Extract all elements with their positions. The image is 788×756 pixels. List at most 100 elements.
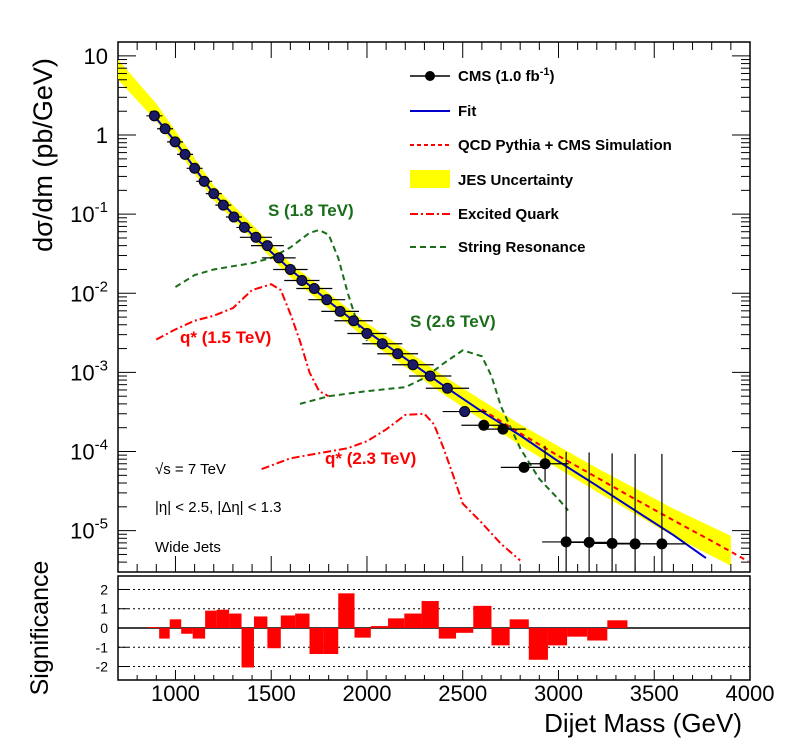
significance-bar: [267, 628, 281, 649]
data-point-marker: [179, 148, 191, 160]
string-resonance-2-6-curve: [299, 349, 569, 512]
legend-jes-swatch: [410, 170, 450, 188]
legend-cms-marker: [425, 71, 435, 81]
data-point-marker: [539, 458, 551, 470]
data-point: [186, 162, 203, 174]
legend-item-jes: JES Uncertainty: [410, 170, 574, 189]
data-point-marker: [148, 110, 160, 122]
significance-bar: [147, 627, 160, 628]
string-resonance-1-8-curve: [174, 228, 368, 342]
legend-excited-quark-label: Excited Quark: [458, 206, 560, 223]
significance-bar: [456, 628, 474, 633]
data-point: [480, 423, 526, 435]
significance-bar: [421, 601, 439, 628]
data-point-marker: [424, 370, 436, 382]
data-point: [296, 282, 333, 294]
main-y-tick-base: 10: [70, 440, 94, 465]
main-y-tick-base: 1: [96, 123, 108, 148]
excited-quark-2-3-curve: [261, 412, 521, 562]
label-string-2-6: S (2.6 TeV): [410, 312, 496, 331]
significance-bar: [323, 628, 339, 654]
data-point: [284, 275, 320, 287]
data-point: [334, 315, 373, 327]
significance-bar: [169, 619, 182, 628]
data-point-marker: [321, 294, 333, 306]
data-point-marker: [159, 123, 171, 135]
label-string-1-8: S (1.8 TeV): [268, 201, 354, 220]
significance-bar: [607, 620, 628, 628]
annotation-sqrt-s: √s = 7 TeV: [155, 461, 226, 478]
data-point-marker: [198, 175, 210, 187]
significance-bar: [438, 628, 457, 639]
data-point-marker: [250, 231, 262, 243]
data-point: [308, 294, 346, 306]
annotation-wide-jets: Wide Jets: [155, 539, 221, 556]
data-point: [461, 419, 507, 431]
data-point: [196, 175, 213, 187]
legend-item-string: String Resonance: [410, 239, 586, 256]
significance-bar: [253, 616, 268, 628]
significance-bar: [241, 628, 254, 668]
significance-bar: [280, 615, 296, 628]
main-y-tick-label: 10: [84, 44, 108, 69]
main-y-tick-exponent: -5: [95, 516, 108, 533]
legend: CMS (1.0 fb-1) Fit QCD Pythia + CMS Simu…: [410, 66, 672, 256]
data-point-marker: [296, 275, 308, 287]
significance-bar: [388, 618, 405, 628]
significance-bar: [159, 628, 170, 639]
data-point-marker: [361, 328, 373, 340]
data-point-marker: [459, 406, 471, 418]
data-point-marker: [478, 419, 490, 431]
ratio-y-tick-label: 2: [100, 581, 108, 597]
significance-bar: [509, 619, 529, 628]
data-point: [362, 338, 403, 350]
ratio-y-axis-label: Significance: [26, 561, 54, 696]
main-y-tick-base: 10: [70, 519, 94, 544]
x-tick-label: 1000: [151, 681, 200, 706]
data-point: [321, 305, 359, 317]
significance-bar: [404, 613, 422, 628]
main-y-tick-base: 10: [70, 360, 94, 385]
significance-bar: [528, 628, 548, 660]
significance-bar: [567, 628, 588, 637]
data-point: [408, 370, 452, 382]
data-point-marker: [169, 136, 181, 148]
data-point-marker: [656, 538, 668, 550]
data-point-marker: [441, 382, 453, 394]
jes-band-layer: [118, 59, 731, 566]
significance-bar: [205, 610, 217, 628]
data-point-marker: [407, 359, 419, 371]
legend-item-excited-quark: Excited Quark: [410, 206, 560, 223]
main-y-tick-exponent: -4: [95, 437, 108, 454]
data-point-marker: [228, 211, 240, 223]
significance-bar: [370, 626, 389, 628]
data-point: [273, 263, 308, 275]
qcd-simulation-curve: [481, 408, 749, 563]
legend-cms-sup: -1: [540, 66, 550, 78]
jes-uncertainty-band: [118, 59, 731, 566]
data-point-marker: [334, 305, 346, 317]
main-y-tick-base: 10: [70, 281, 94, 306]
main-x-ticks: [136, 42, 751, 572]
data-point: [236, 221, 253, 233]
legend-cms-close: ): [549, 68, 554, 85]
legend-item-qcd: QCD Pythia + CMS Simulation: [410, 137, 672, 154]
main-y-tick-exponent: -3: [95, 357, 108, 374]
annotation-eta-cut: |η| < 2.5, |Δη| < 1.3: [155, 499, 282, 516]
data-point: [250, 240, 284, 252]
main-y-tick-label: 10-1: [70, 199, 108, 227]
ratio-bars-layer: [147, 593, 628, 668]
label-qstar-2-3: q* (2.3 TeV): [325, 449, 416, 468]
main-y-tick-label: 1: [96, 123, 108, 148]
significance-bar: [309, 628, 324, 654]
data-point: [392, 359, 434, 371]
ratio-panel: 2 1 0 -1 -2 Significance: [26, 561, 751, 696]
ratio-y-tick-label: 1: [100, 601, 108, 617]
x-axis-tick-labels: 1000 1500 2000 2500 3000 3500 4000: [151, 681, 774, 706]
main-y-tick-base: 10: [84, 44, 108, 69]
data-point: [225, 211, 242, 223]
significance-bar: [338, 593, 355, 628]
significance-bar: [192, 628, 206, 639]
x-tick-label: 3500: [630, 681, 679, 706]
